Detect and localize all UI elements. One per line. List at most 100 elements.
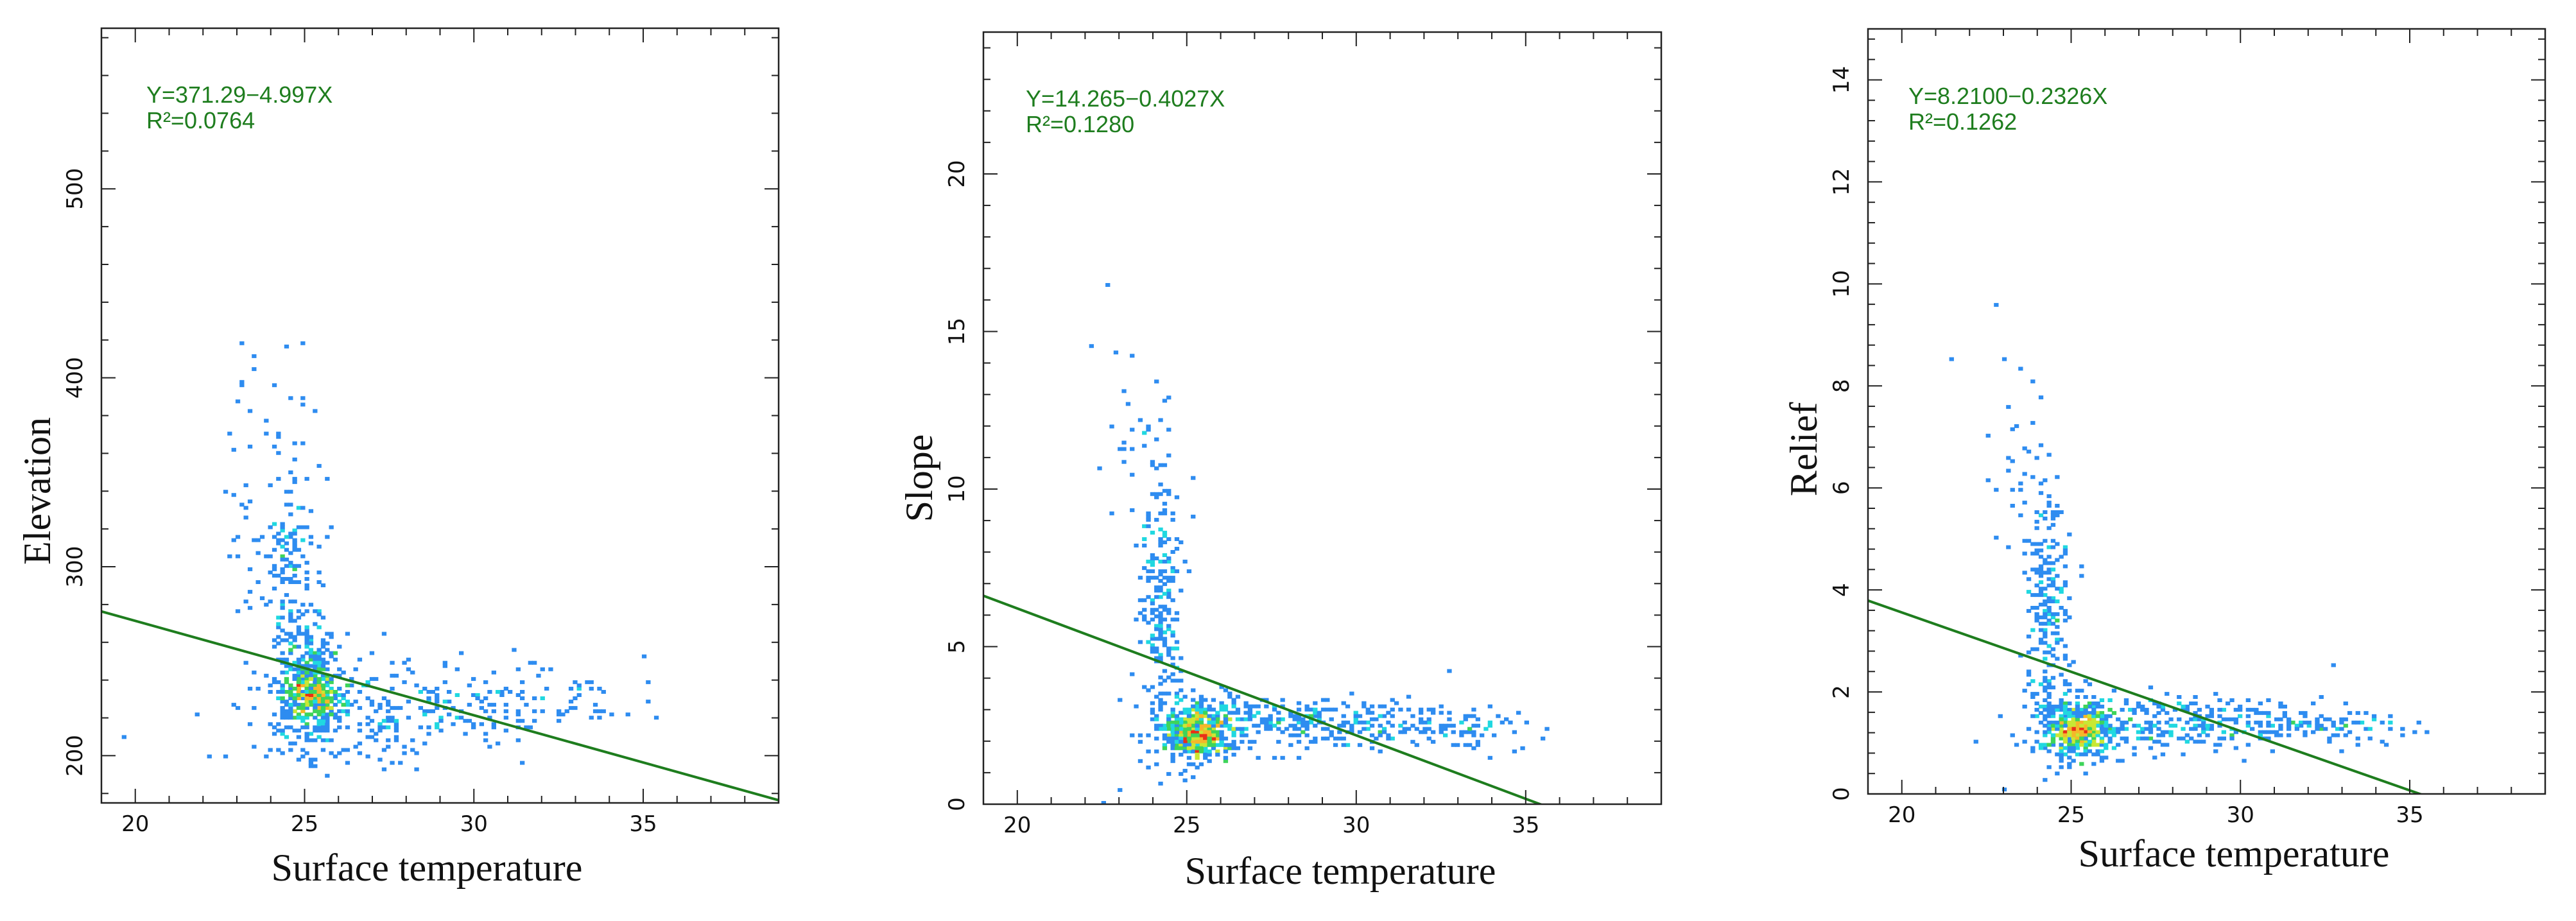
density-cell <box>2038 513 2044 517</box>
density-cell <box>589 687 594 691</box>
x-tick-label: 20 <box>1003 813 1031 838</box>
density-cell <box>2071 759 2076 763</box>
density-cell <box>1146 733 1151 737</box>
density-cell <box>1170 736 1175 741</box>
density-cell <box>2062 618 2068 623</box>
density-cell <box>2067 707 2072 712</box>
density-cell <box>357 722 363 727</box>
density-cell <box>2205 723 2210 728</box>
density-cell <box>357 751 363 755</box>
density-cell <box>1215 730 1220 734</box>
density-cell <box>2217 714 2222 718</box>
density-cell <box>1166 560 1171 564</box>
density-cell <box>308 541 314 546</box>
density-cell <box>2274 717 2279 721</box>
density-cell <box>2107 727 2113 731</box>
density-cell <box>1166 739 1171 744</box>
density-cell <box>418 725 423 730</box>
density-cell <box>1333 736 1338 741</box>
density-cell <box>337 700 342 704</box>
density-cell <box>288 706 293 710</box>
density-cell <box>2046 599 2052 603</box>
density-cell <box>292 638 297 642</box>
density-cell <box>2306 723 2312 728</box>
density-cell <box>369 728 375 733</box>
density-cell <box>1174 495 1180 499</box>
density-cell <box>2079 723 2084 728</box>
density-cell <box>442 700 447 704</box>
density-cell <box>1191 704 1196 709</box>
density-cell <box>2148 723 2154 728</box>
density-cell <box>1198 698 1204 702</box>
density-cell <box>337 719 342 723</box>
density-cell <box>2266 714 2271 718</box>
density-cell <box>2055 558 2060 562</box>
density-cell <box>377 728 383 733</box>
density-cell <box>2197 723 2202 728</box>
density-cell <box>1203 698 1208 702</box>
density-cell <box>1195 710 1200 715</box>
density-cell <box>280 709 285 714</box>
density-cell <box>235 535 241 539</box>
density-cell <box>1198 694 1204 699</box>
density-cell <box>276 477 281 481</box>
density-cell <box>276 435 281 439</box>
density-cell <box>304 635 309 639</box>
density-cell <box>520 761 525 765</box>
density-cell <box>264 754 269 759</box>
density-cell <box>418 706 423 710</box>
density-cell <box>272 522 277 526</box>
density-cell <box>2335 727 2340 731</box>
density-cell <box>1357 743 1363 747</box>
density-cell <box>1243 733 1249 737</box>
density-cell <box>1166 492 1171 496</box>
density-cell <box>1182 736 1188 741</box>
density-cell <box>2067 596 2072 601</box>
density-cell <box>2038 743 2044 747</box>
density-cell <box>276 615 281 620</box>
density-cell <box>1191 688 1196 693</box>
density-cell <box>1198 723 1204 728</box>
density-cell <box>2075 733 2080 737</box>
density-cell <box>1264 727 1269 731</box>
density-cell <box>304 641 309 646</box>
density-cell <box>2062 723 2068 728</box>
density-cell <box>1443 723 1448 728</box>
density-cell <box>2294 727 2299 731</box>
density-cell <box>2136 736 2141 741</box>
density-cell <box>316 719 322 723</box>
density-cell <box>2022 446 2027 451</box>
density-cell <box>532 719 537 723</box>
density-cell <box>2034 571 2039 575</box>
density-cell <box>2217 743 2222 747</box>
density-cell <box>471 676 476 681</box>
density-cell <box>1219 739 1224 744</box>
x-tick-label: 35 <box>629 811 657 837</box>
density-cell <box>2055 657 2060 661</box>
density-cell <box>1154 646 1159 651</box>
density-cell <box>1231 710 1236 715</box>
density-cell <box>341 693 346 697</box>
density-cell <box>2046 608 2052 613</box>
density-cell <box>284 557 290 562</box>
density-cell <box>1162 501 1168 506</box>
density-cell <box>1280 717 1285 721</box>
density-cell <box>2290 720 2295 725</box>
density-cell <box>1150 637 1155 641</box>
density-cell <box>300 693 306 697</box>
density-cell <box>300 525 306 529</box>
density-cell <box>1179 656 1184 660</box>
density-cell <box>1166 589 1171 593</box>
density-cell <box>325 660 330 665</box>
density-cell <box>2043 634 2048 639</box>
density-cell <box>2156 727 2161 731</box>
density-cell <box>2059 606 2064 610</box>
density-cell <box>2050 567 2056 572</box>
density-cell <box>2071 739 2076 744</box>
density-cell <box>1215 752 1220 757</box>
density-cell <box>1150 556 1155 560</box>
density-cell <box>2197 733 2202 737</box>
density-cell <box>1186 736 1192 741</box>
density-cell <box>296 564 302 568</box>
density-cell <box>1215 749 1220 753</box>
